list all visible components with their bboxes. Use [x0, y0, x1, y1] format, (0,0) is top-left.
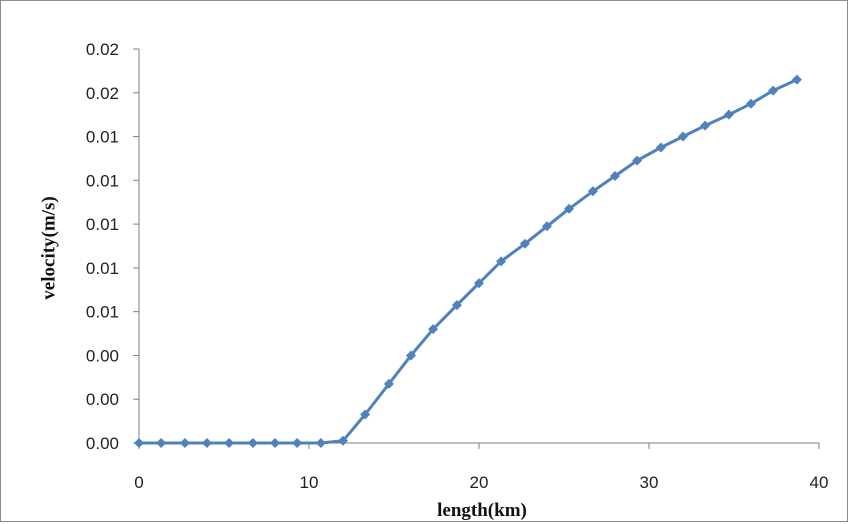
series-line — [139, 78, 798, 445]
data-point-marker — [610, 170, 620, 181]
data-point-marker — [247, 438, 258, 448]
series-layer — [134, 74, 802, 448]
data-point-marker — [587, 186, 598, 197]
axes — [138, 49, 819, 444]
data-point-marker — [224, 438, 235, 448]
data-point-marker — [632, 155, 643, 166]
y-tick-label: 0.02 — [86, 40, 119, 59]
data-point-marker — [360, 409, 371, 420]
data-point-marker — [791, 74, 802, 85]
data-point-marker — [451, 300, 462, 311]
data-point-marker — [496, 256, 507, 267]
y-axis-title: velocity(m/s) — [38, 196, 59, 299]
data-point-marker — [156, 438, 167, 448]
data-point-marker — [655, 142, 666, 153]
data-point-marker — [678, 131, 688, 142]
data-point-marker — [383, 378, 394, 389]
data-point-marker — [519, 238, 530, 249]
data-point-marker — [700, 120, 711, 131]
x-tick-label: 30 — [640, 473, 659, 492]
y-tick-label: 0.01 — [86, 215, 119, 234]
data-point-marker — [564, 203, 575, 214]
data-point-marker — [474, 278, 484, 289]
x-tick-label: 40 — [810, 473, 829, 492]
data-point-marker — [723, 109, 734, 120]
y-tick-label: 0.01 — [86, 171, 119, 190]
x-tick-label: 20 — [470, 473, 489, 492]
x-tick-label: 10 — [300, 473, 319, 492]
data-point-marker — [292, 438, 303, 448]
data-point-marker — [179, 438, 190, 448]
x-axis-ticks: 0 10 20 30 40 — [134, 443, 828, 492]
data-point-marker — [202, 438, 212, 448]
data-point-marker — [406, 350, 416, 361]
data-point-marker — [338, 435, 348, 446]
y-tick-label: 0.00 — [86, 346, 119, 365]
data-point-marker — [746, 98, 756, 109]
data-point-marker — [270, 438, 280, 448]
data-point-marker — [134, 438, 144, 448]
y-tick-label: 0.01 — [86, 128, 119, 147]
data-point-marker — [542, 221, 552, 232]
y-tick-label: 0.01 — [86, 303, 119, 322]
y-tick-label: 0.00 — [86, 434, 119, 453]
x-tick-label: 0 — [134, 473, 143, 492]
y-tick-label: 0.00 — [86, 390, 119, 409]
x-axis-title: length(km) — [437, 500, 527, 521]
y-tick-label: 0.01 — [86, 259, 119, 278]
data-point-marker — [768, 85, 779, 96]
y-axis-ticks: 0.00 0.00 0.00 0.01 0.01 0.01 0.01 0.01 0.02 0.02 — [86, 40, 139, 453]
data-point-marker — [428, 324, 439, 335]
data-point-marker — [315, 438, 326, 448]
y-tick-label: 0.02 — [86, 84, 119, 103]
